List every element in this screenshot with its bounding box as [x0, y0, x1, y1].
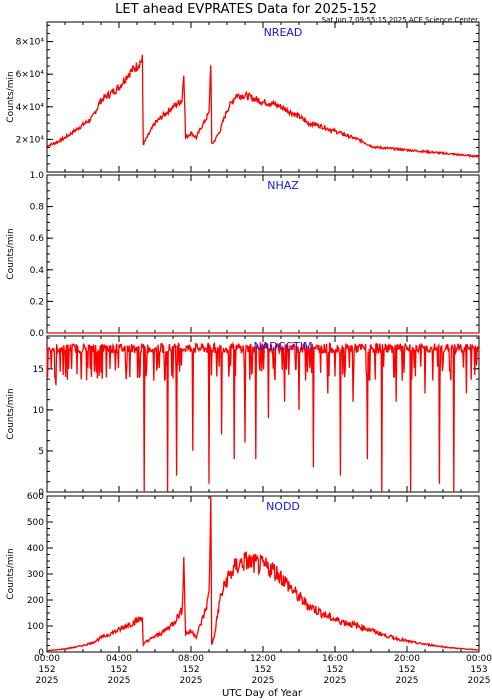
y-axis-label: Counts/min: [6, 71, 16, 122]
y-tick-label: 0.6: [30, 234, 45, 244]
x-tick-label: 2025: [396, 676, 419, 686]
plot-frame: [46, 21, 480, 173]
y-tick-label: 0.0: [30, 329, 45, 339]
x-tick-label: 152: [326, 665, 343, 675]
panel-label: NHAZ: [267, 179, 299, 192]
y-tick-label: 400: [27, 544, 44, 554]
y-tick-label: 0: [38, 488, 44, 498]
x-axis-label: UTC Day of Year: [222, 688, 303, 699]
y-tick-label: 600: [27, 492, 44, 502]
timestamp: Sat Jun 7 09:55:15 2025 ACE Science Cent…: [322, 16, 478, 24]
x-tick-label: 00:00: [466, 654, 492, 664]
series-line-nodd: [46, 495, 480, 652]
panel-nread: 2×10⁴ 4×10⁴ 6×10⁴ 8×10⁴ Counts/min NREAD: [6, 21, 480, 173]
y-tick-label: 10: [33, 406, 45, 416]
x-tick-label: 152: [254, 665, 271, 675]
y-axis-label: Counts/min: [6, 548, 16, 599]
x-tick-label: 152: [182, 665, 199, 675]
plot-frame: [46, 495, 480, 653]
series-line-nadcctim: [46, 341, 480, 493]
y-axis-label: Counts/min: [6, 228, 16, 279]
x-tick-label: 2025: [36, 676, 59, 686]
y-tick-label: 6×10⁴: [16, 70, 45, 80]
x-tick-label: 153: [470, 665, 487, 675]
y-tick-label: 0.2: [30, 297, 44, 307]
y-axis-label: Counts/min: [6, 388, 16, 439]
y-tick-label: 0.8: [30, 203, 45, 213]
x-tick-label: 12:00: [250, 654, 276, 664]
y-tick-label: 8×10⁴: [16, 38, 45, 48]
y-tick-label: 5: [38, 447, 44, 457]
y-tick-label: 0: [38, 648, 44, 658]
y-tick-label: 4×10⁴: [16, 103, 45, 113]
y-tick-label: 0.4: [30, 266, 45, 276]
x-tick-label: 2025: [180, 676, 203, 686]
x-tick-label: 2025: [252, 676, 275, 686]
panel-label: NADCCTIM: [253, 340, 312, 353]
x-tick-label: 2025: [108, 676, 131, 686]
x-tick-label: 16:00: [322, 654, 348, 664]
x-tick-label: 20:00: [394, 654, 420, 664]
chart-title: LET ahead EVPRATES Data for 2025-152: [115, 2, 377, 17]
panel-label: NODD: [266, 500, 300, 513]
series-line-nread: [46, 54, 480, 158]
panel-nadcctim: 0 5 10 15 Counts/min NADCCTIM: [6, 335, 480, 498]
y-tick-label: 300: [27, 570, 44, 580]
x-tick-label: 00:00: [34, 654, 60, 664]
panels: 2×10⁴4×10⁴6×10⁴8×10⁴Counts/minNREAD0.00.…: [6, 21, 492, 686]
x-tick-label: 152: [110, 665, 127, 675]
y-tick-label: 200: [27, 596, 44, 606]
panel-nhaz: 0.0 0.2 0.4 0.6 0.8 1.0 Counts/min NHAZ: [6, 171, 480, 339]
plot-frame: [46, 174, 480, 334]
y-tick-label: 100: [27, 622, 44, 632]
x-tick-label: 08:00: [178, 654, 204, 664]
x-tick-label: 152: [38, 665, 55, 675]
x-tick-labels: 00:00152202504:00152202508:00152202512:0…: [34, 654, 492, 686]
panel-label: NREAD: [264, 26, 303, 39]
y-tick-label: 1.0: [30, 171, 45, 181]
y-tick-label: 500: [27, 518, 44, 528]
panel-nodd: 0 100 200 300 400 500 600 Counts/min NODD: [6, 492, 480, 658]
x-tick-label: 2025: [468, 676, 491, 686]
x-tick-label: 2025: [324, 676, 347, 686]
y-tick-label: 2×10⁴: [16, 135, 45, 145]
y-tick-label: 15: [33, 365, 44, 375]
x-tick-label: 04:00: [106, 654, 132, 664]
x-tick-label: 152: [398, 665, 415, 675]
